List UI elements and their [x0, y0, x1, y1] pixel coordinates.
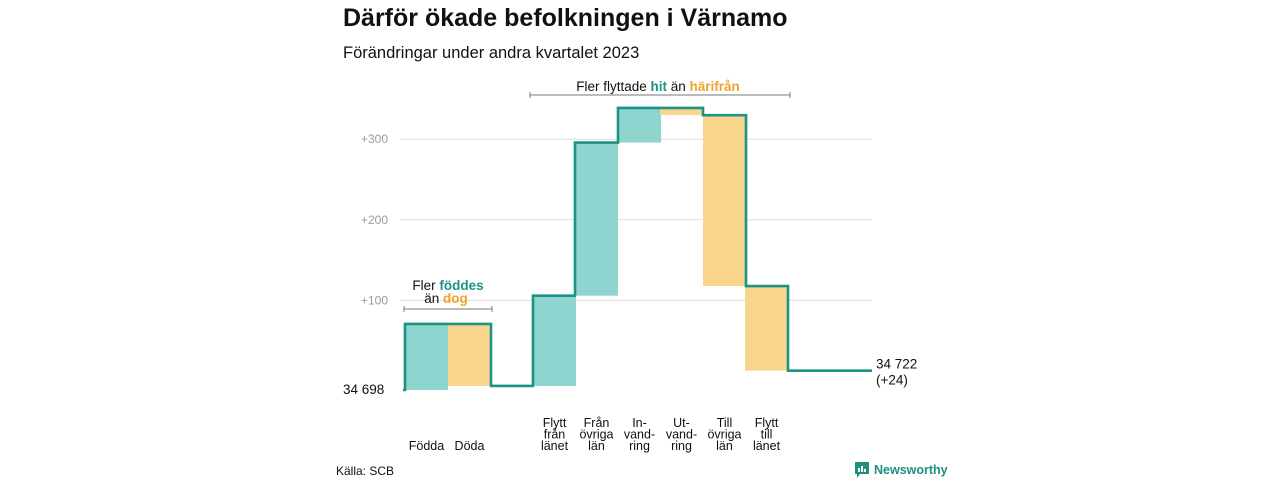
x-category-label: övriga — [707, 428, 741, 442]
newsworthy-logo-icon — [855, 462, 869, 478]
y-tick-label: +300 — [361, 132, 388, 146]
x-category-label: Flytt — [755, 416, 779, 430]
x-category-label: Ut- — [673, 416, 690, 430]
annotation-births: Fler föddes — [412, 278, 483, 293]
waterfall-bar — [660, 107, 703, 116]
x-category-label: ring — [671, 439, 692, 453]
x-category-label: län — [716, 439, 733, 453]
x-category-label: länet — [753, 439, 781, 453]
x-category-label: länet — [541, 439, 569, 453]
cumulative-line — [403, 106, 872, 392]
waterfall-bar — [533, 295, 576, 386]
waterfall-bar — [745, 286, 788, 371]
x-category-label: In- — [632, 416, 647, 430]
source-note: Källa: SCB — [336, 464, 395, 478]
x-category-label: Flytt — [543, 416, 567, 430]
x-category-label: övriga — [579, 428, 613, 442]
y-tick-label: +100 — [361, 293, 388, 307]
brand-name: Newsworthy — [874, 463, 948, 477]
x-category-label: till — [761, 428, 773, 442]
end-change-label: (+24) — [876, 373, 908, 388]
x-category-label: Från — [584, 416, 610, 430]
end-value-label: 34 722 — [876, 357, 917, 372]
waterfall-bar — [703, 115, 746, 287]
waterfall-bar — [618, 107, 661, 143]
chart-subtitle: Förändringar under andra kvartalet 2023 — [343, 44, 640, 62]
waterfall-bar — [405, 323, 448, 390]
brand-logo: Newsworthy — [855, 462, 948, 478]
x-category-label: Till — [717, 416, 733, 430]
waterfall-bar — [448, 323, 491, 386]
waterfall-bar — [575, 142, 618, 296]
x-category-label: Födda — [409, 439, 444, 453]
annotation-deaths: än dog — [424, 291, 468, 306]
x-category-label: ring — [629, 439, 650, 453]
x-category-label: från — [544, 428, 566, 442]
start-value-label: 34 698 — [343, 382, 384, 397]
x-category-label: Döda — [455, 439, 485, 453]
y-tick-label: +200 — [361, 213, 388, 227]
x-category-label: län — [588, 439, 605, 453]
x-category-label: vand- — [624, 428, 655, 442]
x-category-label: vand- — [666, 428, 697, 442]
chart-title: Därför ökade befolkningen i Värnamo — [343, 4, 788, 32]
annotation-migration: Fler flyttade hit än härifrån — [576, 79, 740, 94]
